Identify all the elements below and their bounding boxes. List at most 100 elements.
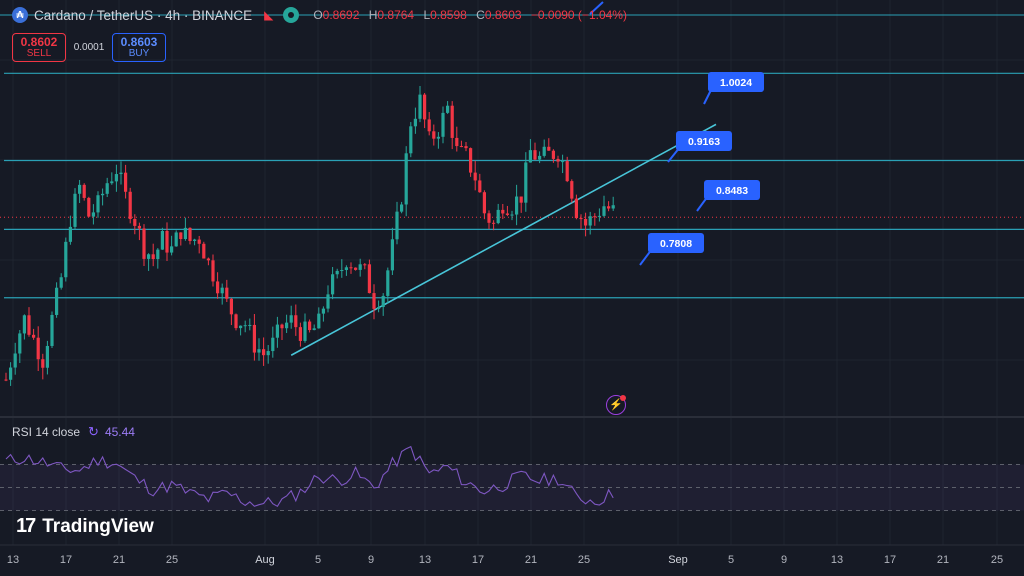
spread-value: 0.0001 (73, 42, 105, 53)
level-label-text: 0.7808 (660, 238, 692, 250)
rsi-label[interactable]: RSI 14 close (12, 425, 81, 439)
candle-body (588, 216, 592, 226)
candle-body (312, 328, 316, 331)
x-tick-label: Sep (668, 554, 688, 566)
x-tick-label: 17 (60, 554, 72, 566)
candle-body (188, 227, 192, 241)
candle-body (294, 315, 298, 328)
candle-body (18, 333, 22, 354)
buy-price: 0.8603 (120, 35, 158, 49)
x-tick-label: 13 (831, 554, 843, 566)
candle-body (229, 298, 233, 315)
candle-body (183, 227, 187, 240)
cardano-logo-icon: ₳ (12, 7, 28, 23)
candle-body (331, 274, 335, 295)
candle-body (538, 155, 542, 160)
change-value: −0.0090 (−1.04%) (530, 8, 627, 22)
candle-body (9, 367, 13, 380)
candle-body (478, 180, 482, 193)
rsi-value: 45.44 (104, 425, 135, 439)
x-tick-label: 5 (728, 554, 734, 566)
candle-body (390, 239, 394, 271)
candle-body (110, 181, 114, 184)
low-label: L (423, 8, 431, 22)
candle-body (137, 225, 141, 229)
candle-body (101, 193, 105, 196)
sell-label: SELL (26, 48, 52, 59)
candle-body (252, 324, 256, 353)
candle-body (515, 196, 519, 215)
level-label-box (676, 131, 732, 151)
candle-body (280, 324, 284, 329)
candle-body (45, 345, 49, 368)
candle-body (170, 246, 174, 253)
sell-button[interactable]: 0.8602 SELL (12, 33, 66, 62)
tradingview-logo[interactable]: 17 TradingView (16, 515, 154, 538)
candle-body (142, 228, 146, 259)
rsi-legend: RSI 14 close ↻ 45.44 (12, 424, 135, 440)
symbol-title[interactable]: Cardano / TetherUS · 4h · BINANCE (34, 7, 253, 23)
buy-button[interactable]: 0.8603 BUY (112, 33, 166, 62)
level-label-text: 0.8483 (716, 185, 748, 197)
rsi-line (5, 445, 614, 508)
candle-body (271, 337, 275, 352)
candle-body (358, 264, 362, 270)
low-value: 0.8598 (430, 8, 467, 22)
candle-body (496, 209, 500, 224)
candle-body (469, 148, 473, 173)
tradingview-mark-icon: 17 (16, 515, 36, 537)
candle-body (216, 281, 220, 294)
x-tick-label: 21 (525, 554, 537, 566)
candle-body (501, 209, 505, 214)
candle-body (73, 193, 77, 227)
candle-body (579, 218, 583, 220)
candle-body (326, 294, 330, 309)
candle-body (570, 181, 574, 199)
candle-body (82, 184, 86, 198)
candle-body (193, 239, 197, 241)
candle-body (492, 222, 496, 224)
x-tick-label: 9 (781, 554, 787, 566)
candle-body (519, 196, 523, 203)
candle-body (119, 172, 123, 175)
candle-body (248, 324, 252, 326)
flag-icon[interactable]: ◣ (264, 8, 274, 22)
level-label-box (648, 233, 704, 253)
lightning-alert-icon[interactable]: ⚡ (606, 395, 626, 415)
candle-body (450, 105, 454, 138)
candle-body (317, 313, 321, 329)
candle-body (556, 158, 560, 162)
candle-body (105, 183, 109, 194)
candle-body (321, 308, 325, 314)
candle-body (533, 150, 537, 160)
x-tick-label: 5 (315, 554, 321, 566)
open-value: 0.8692 (322, 8, 360, 22)
candle-body (367, 264, 371, 294)
candle-body (395, 211, 399, 240)
candle-body (298, 327, 302, 341)
candle-body (165, 230, 169, 253)
candle-body (22, 315, 26, 334)
candle-body (418, 94, 422, 119)
level-label-text: 1.0024 (720, 77, 752, 89)
candle-body (386, 270, 390, 296)
candle-body (441, 112, 445, 137)
x-tick-label: 25 (578, 554, 590, 566)
candle-body (4, 379, 8, 381)
trade-panel: 0.8602 SELL 0.0001 0.8603 BUY (12, 33, 166, 62)
candle-body (197, 239, 201, 244)
candle-body (602, 206, 606, 216)
candle-body (482, 192, 486, 214)
candle-body (528, 150, 532, 163)
candle-body (160, 230, 164, 250)
visibility-eye-icon[interactable] (283, 7, 300, 23)
candle-body (68, 226, 72, 242)
candle-body (96, 195, 100, 213)
candle-body (584, 218, 588, 226)
high-label: H (368, 8, 378, 22)
candle-body (404, 153, 408, 205)
close-value: 0.8603 (484, 8, 522, 22)
high-value: 0.8764 (377, 8, 415, 22)
candle-body (542, 146, 546, 156)
